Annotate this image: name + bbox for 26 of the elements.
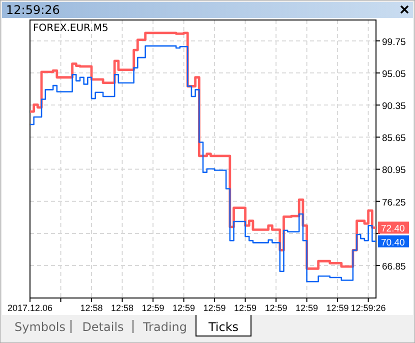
chart-title: 12:59:26 <box>6 3 60 17</box>
x-tick-label: 12:59 <box>326 303 349 313</box>
x-tick-label: 12:59 <box>264 303 288 313</box>
x-tick-label: 12:58 <box>80 303 103 313</box>
text: Details <box>82 320 124 334</box>
x-tick-label: 12:59 <box>203 303 226 313</box>
x-tick-label: 12:59 <box>296 303 318 313</box>
y-tick-label: 66.85 <box>382 262 406 273</box>
y-tick-label: 95.05 <box>382 68 406 80</box>
data-label: 72.40 <box>381 224 405 235</box>
y-tick-label: 99.75 <box>382 36 406 48</box>
x-tick-label: 2017.12.06 <box>7 303 53 313</box>
y-tick-label: 80.95 <box>382 165 406 176</box>
y-tick-label: 76.25 <box>382 197 406 208</box>
x-tick-label: 12:59 <box>234 303 257 313</box>
y-tick-label: 85.65 <box>382 133 406 144</box>
text: Symbols <box>14 320 66 334</box>
text: Ticks <box>207 320 239 334</box>
data-label: 70.40 <box>381 237 405 248</box>
chart-subtitle: FOREX.EUR.M5 <box>33 23 108 34</box>
y-tick-label: 90.35 <box>382 101 406 112</box>
x-tick-label: 12:59:26 <box>350 303 386 313</box>
x-tick-label: 12:59 <box>172 303 196 313</box>
x-tick-label: 12:58 <box>111 303 134 313</box>
x-tick-label: 12:59 <box>142 303 164 313</box>
text: Trading <box>142 320 188 334</box>
